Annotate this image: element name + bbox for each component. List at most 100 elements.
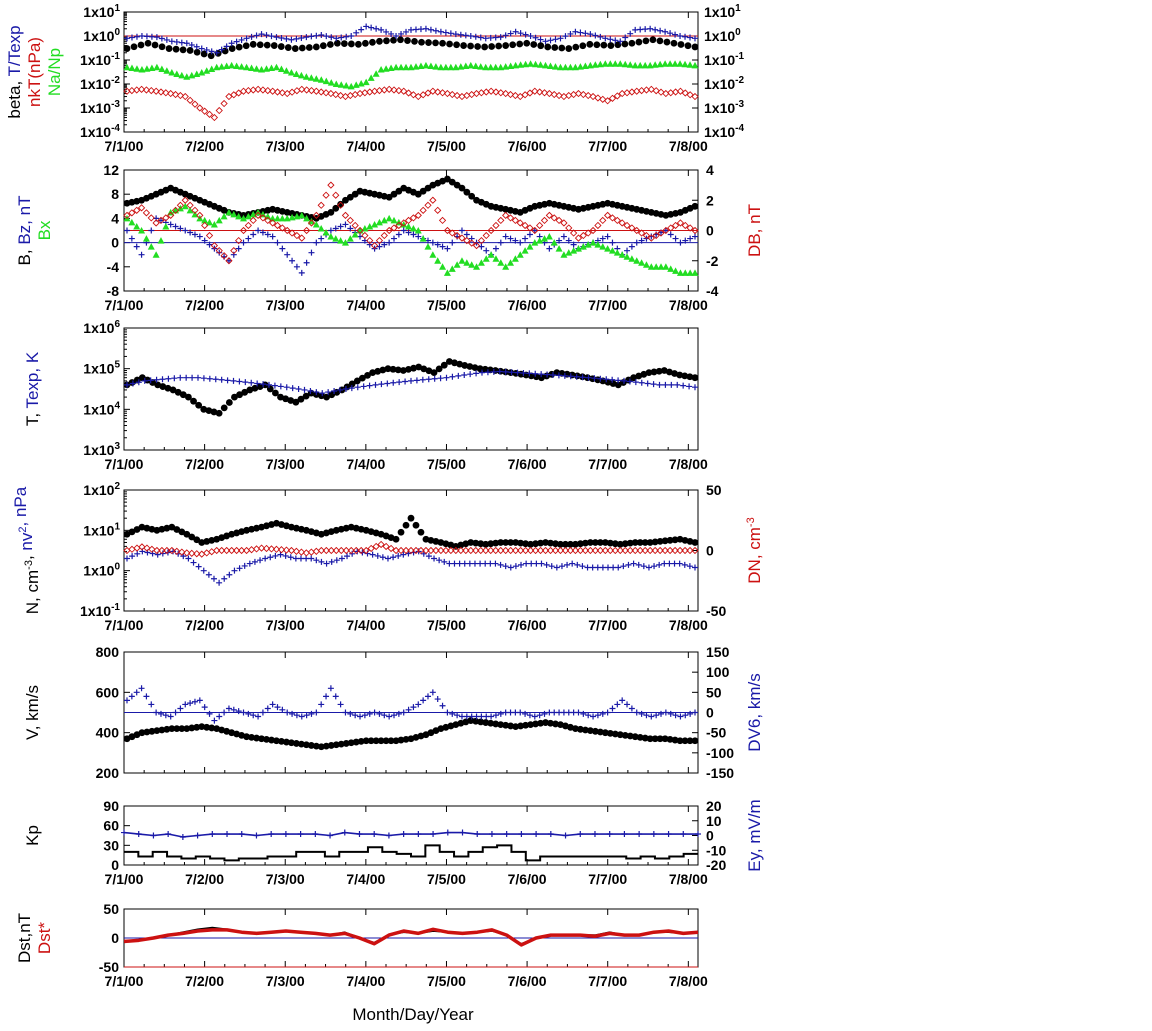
data-point xyxy=(638,259,646,266)
data-point xyxy=(429,689,436,696)
data-point xyxy=(526,546,535,555)
data-point xyxy=(605,564,612,571)
data-point xyxy=(502,721,510,729)
x-date-label: 7/6/00 xyxy=(508,973,547,989)
data-point xyxy=(185,393,192,401)
data-point xyxy=(487,251,495,258)
data-point xyxy=(235,212,243,220)
data-point xyxy=(676,269,684,276)
data-point xyxy=(574,89,583,98)
data-point xyxy=(686,563,693,570)
data-point xyxy=(337,386,343,393)
y-tick-label: 0 xyxy=(111,857,119,873)
data-point xyxy=(422,25,429,32)
data-point xyxy=(652,26,659,33)
data-point xyxy=(260,381,267,388)
data-point xyxy=(651,563,658,570)
data-point xyxy=(368,24,375,31)
data-point xyxy=(616,731,624,739)
data-point xyxy=(477,546,485,555)
data-point xyxy=(584,91,592,100)
data-point xyxy=(551,63,559,70)
data-point xyxy=(507,539,515,546)
data-point xyxy=(392,546,400,555)
data-point xyxy=(641,734,649,742)
data-point xyxy=(400,551,407,558)
data-point xyxy=(312,211,320,220)
data-point xyxy=(170,548,177,555)
y2-tick-label: 0 xyxy=(706,223,714,239)
data-point xyxy=(463,236,471,245)
data-point xyxy=(457,63,465,70)
data-point xyxy=(448,229,456,237)
data-point xyxy=(308,33,315,40)
data-point xyxy=(302,73,310,80)
data-point xyxy=(527,721,534,728)
data-point xyxy=(124,555,130,562)
data-point xyxy=(439,263,447,270)
y2-tick-label: 50 xyxy=(706,482,722,498)
data-point xyxy=(434,88,442,96)
data-point xyxy=(613,92,621,100)
data-point xyxy=(615,377,622,384)
data-point xyxy=(220,212,228,220)
data-point xyxy=(542,719,549,726)
data-point xyxy=(353,29,360,36)
y-axis-label: T, Texp, K xyxy=(23,351,42,426)
data-point xyxy=(141,377,148,384)
y-tick-label: 200 xyxy=(96,765,120,781)
data-point xyxy=(417,528,425,536)
data-point xyxy=(660,367,668,374)
data-point xyxy=(162,222,170,230)
data-point xyxy=(633,257,641,264)
data-point xyxy=(458,184,466,192)
x-date-label: 7/6/00 xyxy=(508,617,547,633)
data-point xyxy=(387,544,395,553)
data-point xyxy=(142,86,151,94)
data-point xyxy=(153,376,160,383)
data-point xyxy=(143,728,151,736)
data-point xyxy=(210,113,219,122)
data-point xyxy=(687,710,694,717)
data-point xyxy=(201,107,209,115)
data-point xyxy=(613,216,621,225)
data-point xyxy=(646,546,654,555)
data-point xyxy=(662,381,669,388)
data-point xyxy=(398,30,405,37)
data-point xyxy=(477,560,484,567)
y2-tick-label: 100 xyxy=(706,664,730,680)
data-point xyxy=(366,236,374,245)
data-point xyxy=(487,719,495,727)
data-point xyxy=(264,86,272,95)
x-date-label: 7/6/00 xyxy=(508,138,547,154)
data-point xyxy=(322,229,330,236)
data-point xyxy=(347,710,354,717)
data-point xyxy=(379,366,387,374)
data-point xyxy=(621,546,629,555)
data-point xyxy=(191,100,199,108)
data-point xyxy=(570,247,578,254)
data-point xyxy=(655,367,663,375)
data-point xyxy=(287,554,294,561)
data-point xyxy=(376,243,383,250)
data-point xyxy=(240,214,248,222)
x-date-label: 7/5/00 xyxy=(427,138,466,154)
data-point xyxy=(541,546,550,555)
data-point xyxy=(332,546,340,555)
data-point xyxy=(164,384,172,392)
data-point xyxy=(342,82,350,89)
data-point xyxy=(363,23,370,30)
data-point xyxy=(198,723,206,731)
data-point xyxy=(487,87,495,95)
data-point xyxy=(278,738,285,745)
data-point xyxy=(388,30,395,37)
data-point xyxy=(603,211,612,220)
data-point xyxy=(467,546,475,555)
data-point xyxy=(409,214,418,222)
data-point xyxy=(403,28,410,35)
data-point xyxy=(317,224,325,232)
data-point xyxy=(405,222,413,230)
data-point xyxy=(230,706,237,713)
x-axis-label: Month/Day/Year xyxy=(352,1005,474,1024)
y2-tick-label: -100 xyxy=(706,745,734,761)
